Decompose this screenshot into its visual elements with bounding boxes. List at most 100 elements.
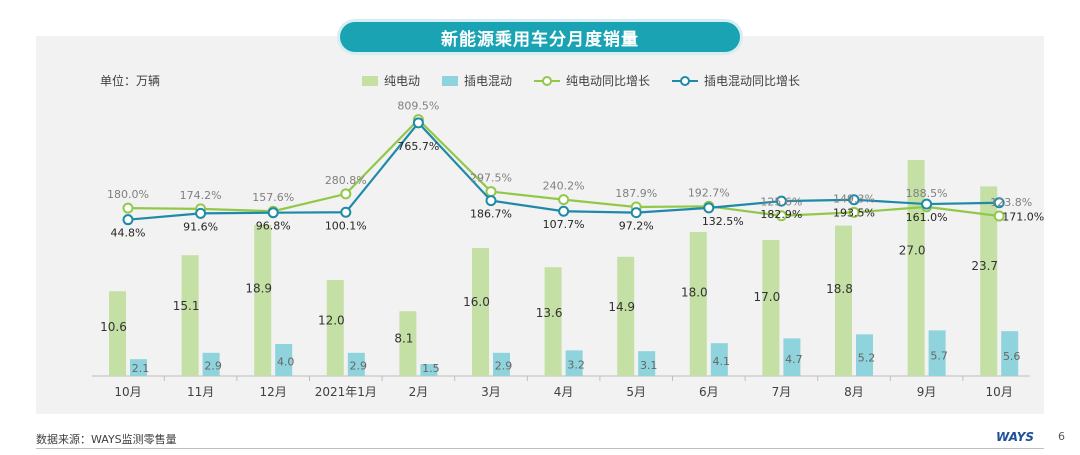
phev-growth-label: 44.8% bbox=[111, 227, 146, 240]
x-tick-label: 12月 bbox=[260, 385, 287, 399]
bev-growth-label: 280.8% bbox=[325, 174, 367, 187]
unit-label: 单位：万辆 bbox=[100, 74, 161, 88]
bev-growth-point bbox=[340, 188, 352, 200]
x-tick-label: 6月 bbox=[699, 385, 719, 399]
phev-bar-label: 5.2 bbox=[858, 351, 876, 364]
bev-growth-label: 240.2% bbox=[543, 180, 585, 193]
x-tick-label: 3月 bbox=[481, 385, 501, 399]
page-number: 6 bbox=[1058, 430, 1065, 443]
phev-bar-label: 4.0 bbox=[277, 356, 295, 369]
phev-bar bbox=[202, 352, 220, 376]
x-tick-label: 2021年1月 bbox=[315, 385, 377, 399]
phev-growth-point bbox=[558, 205, 570, 217]
phev-bar-label: 5.7 bbox=[930, 349, 948, 362]
ways-logo: WAYS bbox=[996, 430, 1035, 444]
bev-bar-label: 18.0 bbox=[681, 285, 708, 299]
bev-bar bbox=[181, 255, 199, 376]
phev-growth-label: 182.9% bbox=[760, 208, 802, 221]
bev-growth-point bbox=[485, 186, 497, 198]
bev-growth-label: 149.3% bbox=[833, 192, 875, 205]
bev-bar-label: 12.0 bbox=[318, 313, 345, 327]
phev-bar bbox=[710, 343, 728, 376]
phev-bar-label: 2.9 bbox=[350, 360, 368, 373]
bev-bar bbox=[762, 240, 780, 376]
x-tick-label: 9月 bbox=[917, 385, 937, 399]
phev-bar-label: 2.9 bbox=[495, 360, 513, 373]
phev-growth-label: 186.7% bbox=[470, 208, 512, 221]
bev-bar bbox=[326, 280, 344, 376]
phev-growth-point bbox=[412, 117, 424, 129]
bev-growth-label: 188.5% bbox=[906, 187, 948, 200]
phev-growth-label: 193.5% bbox=[833, 207, 875, 220]
phev-growth-point bbox=[485, 195, 497, 207]
phev-bar bbox=[275, 344, 293, 376]
phev-growth-label: 97.2% bbox=[619, 220, 654, 233]
x-tick-label: 8月 bbox=[844, 385, 864, 399]
x-tick-label: 10月 bbox=[114, 385, 141, 399]
bev-growth-label: 192.7% bbox=[688, 186, 730, 199]
legend-swatch-phev-growth bbox=[672, 75, 699, 87]
bev-growth-label: 297.5% bbox=[470, 172, 512, 185]
footer-divider bbox=[36, 448, 1044, 449]
bev-bar-label: 16.0 bbox=[463, 295, 490, 309]
bev-bar bbox=[835, 225, 852, 376]
chart-title: 新能源乘用车分月度销量 bbox=[340, 22, 740, 52]
phev-bar-label: 4.7 bbox=[785, 353, 803, 366]
bev-bar bbox=[617, 256, 635, 376]
legend-item-phev-growth: 插电混动同比增长 bbox=[672, 72, 800, 89]
bev-bar-label: 17.0 bbox=[754, 290, 781, 304]
legend-item-bev-growth: 纯电动同比增长 bbox=[534, 72, 650, 89]
phev-bar-label: 1.5 bbox=[422, 362, 440, 375]
phev-bar-label: 3.2 bbox=[567, 358, 585, 371]
phev-bar bbox=[420, 364, 438, 376]
phev-growth-label: 765.7% bbox=[397, 140, 439, 153]
phev-growth-label: 171.0% bbox=[1002, 211, 1044, 224]
bev-bar bbox=[907, 160, 925, 376]
phev-growth-label: 132.5% bbox=[702, 215, 744, 228]
bev-bar bbox=[689, 232, 707, 376]
phev-growth-label: 96.8% bbox=[256, 220, 291, 233]
legend-item-bev: 纯电动 bbox=[362, 72, 420, 89]
phev-growth-point bbox=[775, 195, 787, 207]
bev-growth-label: 125.6% bbox=[760, 196, 802, 209]
phev-growth-label: 161.0% bbox=[906, 211, 948, 224]
legend-label-bev: 纯电动 bbox=[384, 74, 421, 88]
legend: 纯电动 插电混动 纯电动同比增长 插电混动同比增长 bbox=[362, 72, 800, 89]
legend-label-phev: 插电混动 bbox=[464, 74, 513, 88]
bev-bar bbox=[109, 291, 126, 376]
legend-item-phev: 插电混动 bbox=[442, 72, 512, 89]
bev-bar bbox=[399, 311, 417, 376]
phev-bar bbox=[130, 359, 147, 376]
phev-bar-label: 3.1 bbox=[640, 359, 658, 372]
phev-growth-point bbox=[630, 207, 642, 219]
bev-growth-label: 809.5% bbox=[397, 100, 439, 113]
phev-growth-point bbox=[267, 207, 279, 219]
bev-bar-label: 23.7 bbox=[971, 259, 998, 273]
phev-bar bbox=[1001, 331, 1019, 376]
bev-bar-label: 27.0 bbox=[899, 244, 926, 258]
phev-growth-point bbox=[993, 197, 1005, 209]
legend-swatch-phev bbox=[442, 75, 459, 86]
phev-bar bbox=[347, 352, 365, 376]
chart-panel bbox=[36, 36, 1044, 414]
phev-growth-label: 107.7% bbox=[543, 218, 585, 231]
source-note: 数据来源：WAYS监测零售量 bbox=[36, 433, 177, 446]
phev-bar-label: 4.1 bbox=[713, 355, 731, 368]
phev-growth-point bbox=[122, 214, 134, 226]
phev-bar bbox=[928, 330, 946, 376]
bev-growth-point bbox=[775, 210, 787, 222]
phev-growth-point bbox=[195, 207, 207, 219]
bev-growth-point bbox=[122, 202, 134, 214]
bev-growth-label: 123.8% bbox=[990, 196, 1032, 209]
x-tick-label: 5月 bbox=[626, 385, 646, 399]
phev-bar-label: 2.9 bbox=[204, 360, 222, 373]
phev-growth-point bbox=[848, 194, 860, 206]
bev-growth-point bbox=[558, 194, 570, 206]
phev-bar-label: 2.1 bbox=[132, 362, 150, 375]
phev-growth-point bbox=[921, 198, 933, 210]
phev-growth-label: 91.6% bbox=[183, 220, 218, 233]
phev-bar-label: 5.6 bbox=[1003, 350, 1021, 363]
phev-growth-point bbox=[340, 206, 352, 218]
x-tick-label: 7月 bbox=[772, 385, 792, 399]
legend-label-phev-growth: 插电混动同比增长 bbox=[704, 74, 801, 88]
